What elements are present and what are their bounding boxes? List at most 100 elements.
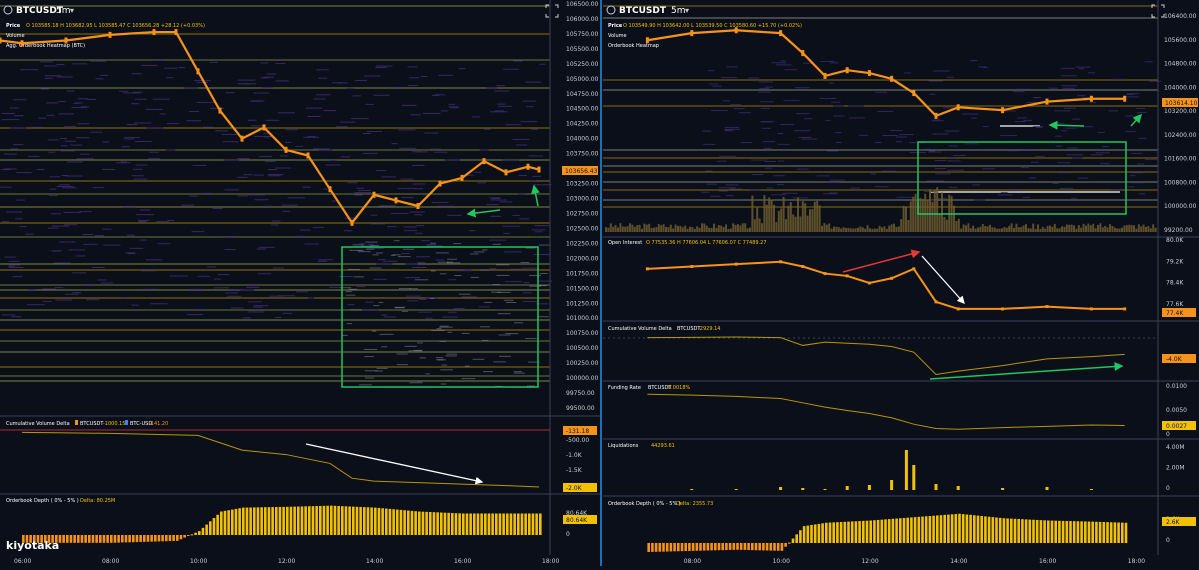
heatmap-cell	[1, 168, 12, 170]
heatmap-cell	[159, 113, 166, 115]
right-symbol[interactable]: BTCUSDT	[619, 6, 667, 16]
volume-bar	[722, 227, 725, 232]
heatmap-cell	[973, 199, 986, 201]
heatmap-cell	[27, 155, 40, 157]
depth-bar	[1058, 520, 1061, 543]
heatmap-cell	[181, 204, 195, 206]
heatmap-cell	[486, 204, 499, 206]
annotation-arrow	[305, 443, 484, 485]
heatmap-cell	[1052, 182, 1059, 184]
heatmap-cell	[329, 159, 337, 161]
depth-bar	[513, 513, 516, 535]
heatmap-cell	[464, 365, 470, 367]
right-depth-delta: Delta: 2355.73	[676, 501, 713, 507]
axis-tick: 78.4K	[1166, 280, 1184, 287]
volume-bar	[945, 219, 948, 232]
depth-bar	[828, 522, 832, 543]
heatmap-cell	[130, 103, 139, 105]
right-time-tick: 14:00	[950, 558, 967, 565]
heatmap-cell	[512, 214, 521, 216]
heatmap-cell	[952, 154, 966, 156]
heatmap-cell	[702, 130, 711, 132]
heatmap-cell	[441, 364, 448, 366]
fullscreen-icon[interactable]	[545, 4, 559, 18]
depth-bar	[227, 510, 230, 535]
depth-bar	[458, 513, 461, 535]
depth-bar	[271, 507, 274, 535]
heatmap-cell	[1004, 110, 1016, 112]
volume-bar	[1008, 225, 1011, 232]
heatmap-cell	[758, 81, 773, 83]
heatmap-cell	[414, 188, 423, 190]
right-header: BTCUSDT 5m ▾ Price O 103549.90 H 103642.…	[606, 4, 1165, 49]
depth-bar	[991, 517, 995, 543]
heatmap-cell	[528, 275, 541, 277]
heatmap-cell	[376, 263, 393, 265]
right-price-axis[interactable]: 106400.00105600.00104800.00104000.001032…	[1164, 13, 1197, 234]
chevron-down-icon[interactable]: ▾	[685, 6, 689, 15]
heatmap-cell	[948, 145, 958, 147]
depth-bar	[315, 506, 318, 535]
fullscreen-icon[interactable]	[1151, 4, 1165, 18]
depth-bar	[300, 506, 304, 535]
chevron-down-icon[interactable]: ▾	[70, 6, 74, 15]
left-symbol[interactable]: BTCUSDT	[16, 6, 64, 16]
heatmap-cell	[537, 280, 553, 282]
volume-bar	[1051, 226, 1054, 232]
heatmap-cell	[453, 308, 465, 310]
depth-bar	[194, 532, 197, 535]
volume-bar	[919, 198, 922, 232]
right-interval[interactable]: 5m	[671, 6, 686, 16]
depth-bar	[788, 542, 791, 544]
heatmap-cell	[1060, 75, 1077, 77]
left-price-tick: 104500.00	[566, 106, 599, 113]
depth-bar	[732, 543, 736, 550]
depth-bar	[699, 543, 702, 551]
heatmap-cell	[492, 284, 500, 286]
liquidation-bar	[1045, 487, 1049, 490]
volume-bar	[667, 227, 670, 232]
heatmap-cell	[479, 269, 489, 271]
heatmap-cell	[826, 182, 838, 184]
volume-bar	[636, 225, 639, 232]
left-time-axis[interactable]: 06:00 08:00 10:00 12:00 14:00 16:00 18:00	[14, 558, 559, 565]
right-price-tick: 105600.00	[1164, 37, 1197, 44]
heatmap-cell	[456, 270, 472, 272]
right-time-axis[interactable]: 08:00 10:00 12:00 14:00 16:00 18:00	[684, 558, 1145, 565]
heatmap-cell	[207, 266, 217, 268]
left-time-tick: 16:00	[454, 558, 471, 565]
depth-bar	[1054, 520, 1057, 543]
heatmap-cell	[416, 380, 422, 382]
heatmap-cell	[313, 148, 330, 150]
left-price-tick: 104000.00	[566, 136, 599, 143]
heatmap-cell	[277, 112, 295, 114]
volume-bar	[655, 227, 658, 232]
right-time-tick: 10:00	[773, 558, 790, 565]
heatmap-cell	[141, 288, 157, 290]
volume-bar	[1003, 227, 1006, 232]
volume-bar	[1013, 228, 1015, 232]
left-time-tick: 08:00	[102, 558, 119, 565]
legend-swatch	[125, 420, 128, 425]
left-interval[interactable]: 5m	[56, 6, 71, 16]
heatmap-cell	[497, 291, 511, 293]
heatmap-cell	[520, 121, 538, 123]
heatmap-cell	[102, 228, 112, 230]
right-depth-badge	[1162, 517, 1196, 526]
price-candle	[1045, 98, 1049, 105]
right-funding-sym: BTCUSDT	[648, 385, 672, 391]
heatmap-cell	[222, 141, 239, 143]
heatmap-cell	[1081, 97, 1091, 99]
heatmap-cell	[375, 66, 388, 68]
price-candle	[0, 37, 2, 44]
right-liq-value: 44293.61	[651, 443, 675, 449]
liquidation-bar	[890, 480, 894, 490]
depth-bar	[476, 513, 480, 535]
right-time-tick: 16:00	[1039, 558, 1056, 565]
depth-bar	[322, 505, 326, 535]
volume-bar	[823, 223, 826, 232]
depth-bar	[873, 520, 876, 543]
heatmap-cell	[139, 239, 147, 241]
heatmap-cell	[426, 244, 437, 246]
